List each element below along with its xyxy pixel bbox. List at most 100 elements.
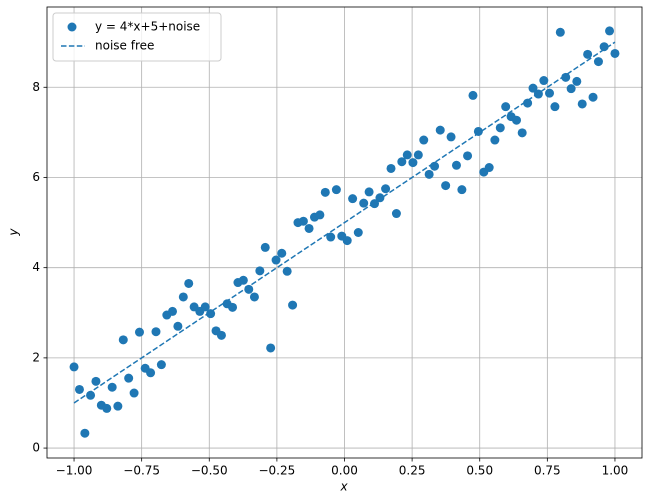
scatter-point <box>484 163 494 173</box>
scatter-point <box>512 115 522 125</box>
legend-label: noise free <box>95 39 154 53</box>
scatter-point <box>397 157 407 167</box>
scatter-point <box>473 126 483 136</box>
scatter-point <box>184 278 194 288</box>
x-axis-label: x <box>339 480 348 494</box>
scatter-point <box>91 376 101 386</box>
scatter-point <box>320 187 330 197</box>
scatter-point <box>118 335 128 345</box>
scatter-point <box>249 292 259 302</box>
scatter-point <box>555 27 565 37</box>
scatter-point <box>102 403 112 413</box>
scatter-point <box>200 302 210 312</box>
scatter-point <box>113 401 123 411</box>
scatter-point <box>490 135 500 145</box>
scatter-point <box>216 330 226 340</box>
scatter-point <box>260 242 270 252</box>
y-axis-label: y <box>7 228 21 237</box>
scatter-point <box>468 90 478 100</box>
scatter-point <box>238 275 248 285</box>
scatter-point <box>178 292 188 302</box>
scatter-point <box>353 228 363 237</box>
scatter-point <box>348 194 358 204</box>
scatter-point <box>463 151 473 161</box>
line <box>73 41 616 404</box>
scatter-point <box>441 181 451 191</box>
scatter-point <box>134 327 144 337</box>
scatter-point <box>304 223 314 233</box>
scatter-point <box>566 84 576 94</box>
legend-marker <box>67 22 77 32</box>
scatter-point <box>593 57 603 67</box>
scatter-point <box>151 327 161 337</box>
scatter-point <box>326 232 336 242</box>
scatter-point <box>69 362 79 372</box>
scatter-point <box>539 76 549 86</box>
x-tick-label: −0.75 <box>123 464 160 478</box>
x-tick-label: −1.00 <box>56 464 93 478</box>
scatter-point <box>342 236 352 246</box>
scatter-point <box>271 255 281 265</box>
scatter-point <box>430 161 440 171</box>
y-tick-label: 4 <box>32 260 40 274</box>
x-tick-label: 0.00 <box>331 464 358 478</box>
scatter-point <box>228 302 238 312</box>
scatter-point <box>413 150 423 160</box>
scatter-point <box>572 76 582 86</box>
scatter-point <box>495 123 505 133</box>
scatter-point <box>588 92 598 102</box>
scatter-point <box>561 72 571 82</box>
scatter-point <box>583 49 593 59</box>
scatter-point <box>298 216 308 226</box>
scatter-point <box>605 26 615 36</box>
scatter-point <box>80 428 90 438</box>
scatter-point <box>74 384 84 394</box>
scatter-point <box>402 150 412 160</box>
scatter-point <box>550 102 560 112</box>
scatter-point <box>501 102 511 112</box>
scatter-point <box>315 210 325 220</box>
y-tick-label: 2 <box>32 350 40 364</box>
scatter-point <box>364 187 374 197</box>
y-tick-label: 8 <box>32 80 40 94</box>
scatter-point <box>277 248 287 258</box>
scatter-point <box>577 99 587 109</box>
scatter-point <box>451 160 461 170</box>
scatter-point <box>129 388 139 398</box>
x-tick-label: 0.25 <box>399 464 426 478</box>
x-tick-label: −0.50 <box>191 464 228 478</box>
scatter-point <box>255 266 265 276</box>
scatter-point <box>391 209 401 219</box>
scatter-point <box>528 83 538 93</box>
legend-box <box>52 12 222 62</box>
scatter-point <box>435 125 445 135</box>
scatter-point <box>124 373 134 383</box>
scatter-point <box>359 198 369 208</box>
x-tick-label: 1.00 <box>602 464 629 478</box>
scatter-point <box>282 266 292 276</box>
x-tick-label: 0.50 <box>466 464 493 478</box>
scatter-point <box>446 132 456 142</box>
x-tick-label: 0.75 <box>534 464 561 478</box>
scatter-point <box>206 309 216 319</box>
legend-label: y = 4*x+5+noise <box>95 20 200 34</box>
scatter-point <box>424 169 434 179</box>
y-tick-label: 6 <box>32 170 40 184</box>
scatter-point <box>288 300 298 310</box>
scatter-point <box>146 368 156 378</box>
scatter-point <box>331 185 341 195</box>
scatter-point <box>545 88 555 98</box>
scatter-point <box>266 343 276 353</box>
scatter-point <box>167 306 177 316</box>
scatter-point <box>523 98 533 108</box>
scatter-point <box>419 135 429 145</box>
scatter-point <box>173 321 183 331</box>
scatter-point <box>107 382 117 392</box>
scatter-point <box>599 42 609 52</box>
x-tick-label: −0.25 <box>258 464 295 478</box>
scatter-point <box>381 184 391 194</box>
scatter-point <box>517 128 527 138</box>
scatter-point <box>408 158 418 168</box>
scatter-point <box>457 185 467 195</box>
